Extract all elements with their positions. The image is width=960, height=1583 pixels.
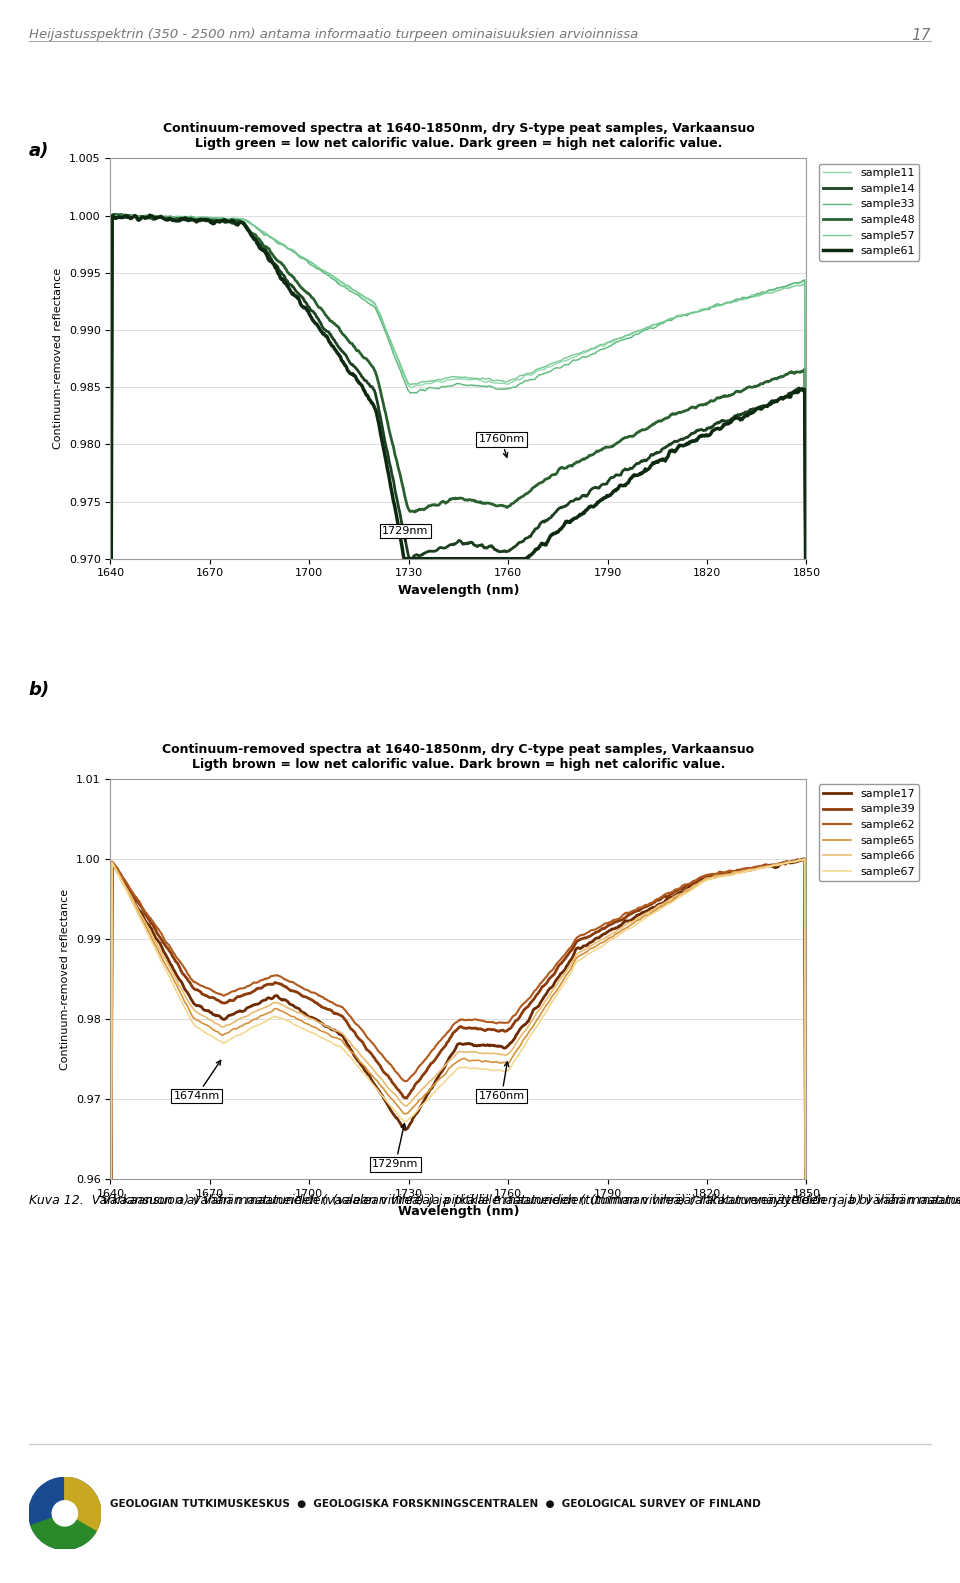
Title: Continuum-removed spectra at 1640-1850nm, dry C-type peat samples, Varkaansuo
Li: Continuum-removed spectra at 1640-1850nm… — [162, 742, 755, 771]
Legend: sample11, sample14, sample33, sample48, sample57, sample61: sample11, sample14, sample33, sample48, … — [819, 165, 920, 261]
Text: GEOLOGIAN TUTKIMUSKESKUS  ●  GEOLOGISKA FORSKNINGSCENTRALEN  ●  GEOLOGICAL SURVE: GEOLOGIAN TUTKIMUSKESKUS ● GEOLOGISKA FO… — [110, 1499, 761, 1509]
Text: 1674nm: 1674nm — [174, 1061, 221, 1102]
Text: 1760nm: 1760nm — [478, 434, 524, 457]
X-axis label: Wavelength (nm): Wavelength (nm) — [397, 584, 519, 597]
X-axis label: Wavelength (nm): Wavelength (nm) — [397, 1205, 519, 1217]
Y-axis label: Continuum-removed reflectance: Continuum-removed reflectance — [60, 888, 70, 1070]
Wedge shape — [64, 1477, 101, 1531]
Text: 1729nm: 1729nm — [382, 526, 428, 541]
Text: 17: 17 — [912, 28, 931, 43]
Text: Kuva 12.  Varkaansuon a) vähän maatuneiden (vaalean vihreä) ja pitkälle maatunei: Kuva 12. Varkaansuon a) vähän maatuneide… — [29, 1194, 960, 1206]
Circle shape — [29, 1477, 101, 1550]
Legend: sample17, sample39, sample62, sample65, sample66, sample67: sample17, sample39, sample62, sample65, … — [819, 785, 919, 882]
Text: 1729nm: 1729nm — [372, 1124, 419, 1170]
Y-axis label: Continuum-removed reflectance: Continuum-removed reflectance — [53, 268, 63, 450]
Text: a): a) — [29, 142, 49, 160]
Circle shape — [52, 1501, 78, 1526]
Title: Continuum-removed spectra at 1640-1850nm, dry S-type peat samples, Varkaansuo
Li: Continuum-removed spectra at 1640-1850nm… — [162, 122, 755, 150]
Text: Heijastusspektrin (350 - 2500 nm) antama informaatio turpeen ominaisuuksien arvi: Heijastusspektrin (350 - 2500 nm) antama… — [29, 28, 638, 41]
Text: Varkaansuon a) vähän maatuneiden (vaalean vihreä) ja pitkälle maatuneiden (tumma: Varkaansuon a) vähän maatuneiden (vaalea… — [94, 1194, 960, 1206]
Wedge shape — [31, 1513, 96, 1550]
Text: 1760nm: 1760nm — [478, 1062, 524, 1102]
Text: b): b) — [29, 681, 50, 698]
